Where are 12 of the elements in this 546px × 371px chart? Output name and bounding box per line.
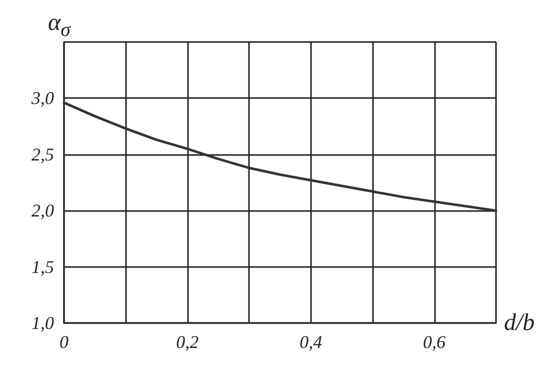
x-axis-title: d/b — [504, 310, 535, 336]
x-tick-label: 0,2 — [176, 332, 199, 352]
y-tick-label: 2,5 — [32, 144, 54, 164]
y-tick-label: 1,0 — [32, 313, 54, 333]
y-axis-title: α$_{σ}$ — [48, 10, 70, 43]
x-tick-label: 0,4 — [300, 332, 322, 352]
line-series — [62, 101, 498, 212]
x-tick-label: 0 — [60, 332, 68, 352]
x-tick-label: 0,6 — [423, 332, 446, 352]
y-tick-label: 1,5 — [32, 256, 54, 277]
y-tick-label: 2,0 — [32, 200, 54, 221]
y-tick-label: 3,0 — [30, 88, 54, 108]
